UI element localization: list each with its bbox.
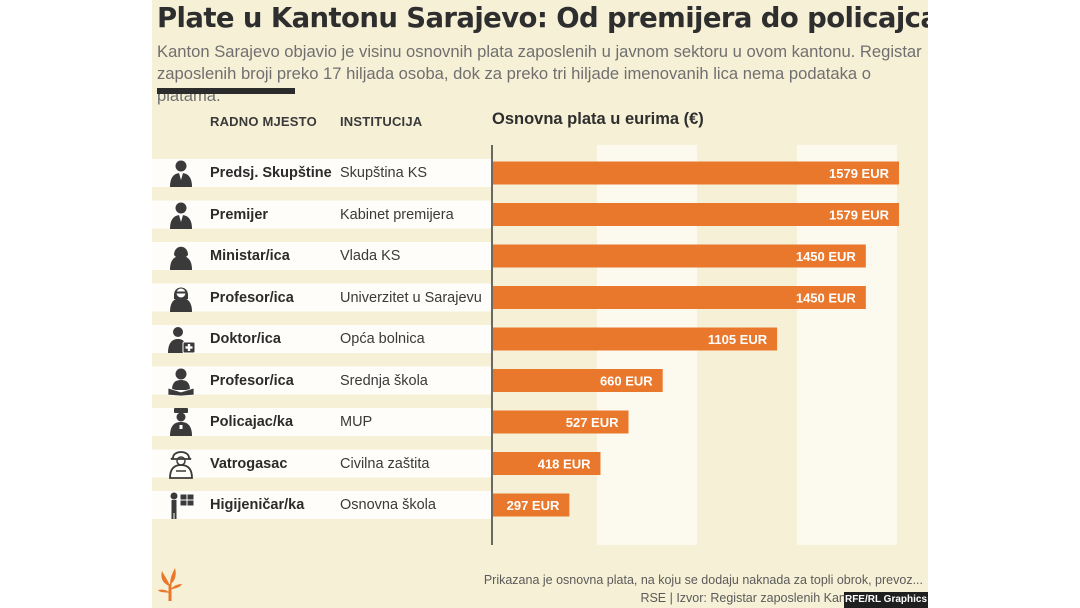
- bar-chart: 1579 EUR 1579 EUR 1450 EUR 1450 EUR 1105 EUR…: [152, 145, 928, 545]
- bar: [493, 203, 899, 226]
- job-title-label: Doktor/ica: [210, 331, 281, 347]
- chart-main-title: Plate u Kantonu Sarajevo: Od premijera d…: [157, 2, 928, 34]
- rfe-rl-graphics-badge: RFE/RL Graphics: [844, 592, 928, 608]
- institution-label: Civilna zaštita: [340, 455, 430, 472]
- person-glasses-icon: [170, 287, 192, 312]
- institution-label: MUP: [340, 414, 373, 430]
- bar: [493, 327, 778, 351]
- infographic-card: Plate u Kantonu Sarajevo: Od premijera d…: [152, 0, 928, 608]
- bar-value-label: 1579 EUR: [829, 208, 890, 223]
- institution-label: Kabinet premijera: [340, 206, 454, 223]
- bar-chart-svg: 1579 EUR 1579 EUR 1450 EUR 1450 EUR 1105 EUR…: [152, 145, 899, 545]
- cleaner-icon: [170, 492, 195, 519]
- footnote-line-1: Prikazana je osnovna plata, na koju se d…: [483, 573, 923, 587]
- bar: [493, 493, 570, 517]
- bar-chart-title: Osnovna plata u eurima (€): [492, 110, 704, 128]
- rfe-rl-logo-icon: [158, 568, 182, 601]
- job-title-label: Vatrogasac: [210, 455, 288, 472]
- doctor-icon: [168, 327, 196, 354]
- row-background: [152, 408, 492, 436]
- row-background: [152, 200, 492, 229]
- bar-value-label: 297 EUR: [507, 498, 560, 513]
- bar: [493, 452, 601, 475]
- institution-label: Skupština KS: [340, 165, 428, 181]
- institution-label: Osnovna škola: [340, 497, 436, 513]
- job-title-label: Profesor/ica: [210, 372, 294, 389]
- person-suit-icon: [170, 160, 192, 187]
- bar-value-label: 1579 EUR: [829, 166, 890, 181]
- job-title-label: Higijeničar/ka: [210, 497, 305, 513]
- job-title-label: Profesor/ica: [210, 289, 294, 306]
- bar-value-label: 660 EUR: [600, 374, 653, 389]
- row-background: [152, 491, 492, 519]
- bar-value-label: 527 EUR: [566, 415, 619, 430]
- bar: [493, 286, 866, 309]
- title-rule: [157, 88, 295, 94]
- column-header-job: RADNO MJESTO: [210, 114, 317, 129]
- police-officer-icon: [170, 408, 192, 436]
- row-background: [152, 366, 492, 395]
- bar: [493, 161, 899, 185]
- row-background: [152, 325, 492, 353]
- column-header-institution: INSTITUCIJA: [340, 114, 423, 129]
- bar: [493, 244, 866, 268]
- institution-label: Srednja škola: [340, 372, 428, 389]
- institution-label: Opća bolnica: [340, 331, 425, 347]
- person-woman-icon: [170, 246, 192, 270]
- bar-value-label: 1450 EUR: [796, 249, 857, 264]
- row-background: [152, 283, 492, 312]
- institution-label: Univerzitet u Sarajevu: [340, 289, 482, 306]
- job-title-label: Premijer: [210, 206, 269, 223]
- bar-value-label: 1450 EUR: [796, 291, 857, 306]
- bar-value-label: 1105 EUR: [708, 332, 768, 347]
- bar: [493, 410, 629, 434]
- bar: [493, 369, 663, 392]
- row-background: [152, 159, 492, 187]
- chart-subtitle: Kanton Sarajevo objavio je visinu osnovn…: [157, 42, 922, 105]
- job-title-label: Predsj. Skupštine: [210, 165, 332, 181]
- person-suit-icon: [170, 202, 192, 229]
- firefighter-icon: [169, 450, 193, 479]
- institution-label: Vlada KS: [340, 248, 401, 264]
- job-title-label: Policajac/ka: [210, 414, 294, 430]
- row-background: [152, 449, 492, 478]
- bar-value-label: 418 EUR: [538, 457, 591, 472]
- row-background: [152, 242, 492, 270]
- teacher-book-icon: [167, 368, 195, 396]
- job-title-label: Ministar/ica: [210, 248, 290, 264]
